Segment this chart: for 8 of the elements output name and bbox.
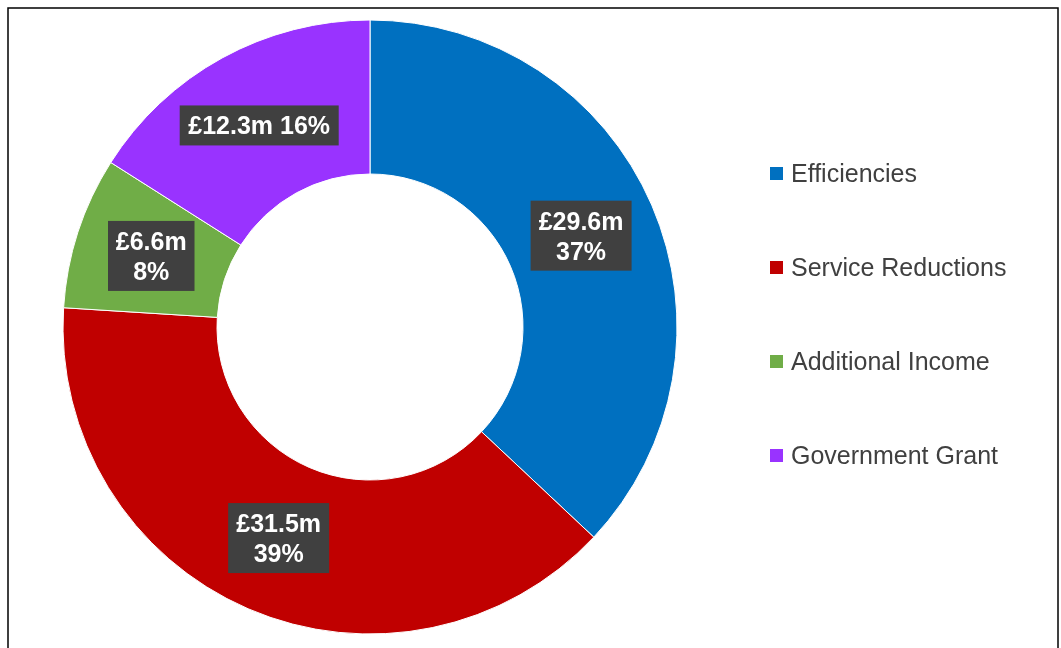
data-label: £6.6m 8%: [115, 226, 187, 285]
legend-label: Government Grant: [791, 441, 999, 469]
data-label: £12.3m 16%: [188, 111, 331, 140]
data-label: £29.6m 37%: [538, 206, 624, 265]
data-label: £31.5m 39%: [236, 509, 322, 568]
legend-label: Efficiencies: [791, 159, 917, 187]
legend-label: Service Reductions: [791, 253, 1007, 281]
legend-label: Additional Income: [791, 347, 990, 375]
